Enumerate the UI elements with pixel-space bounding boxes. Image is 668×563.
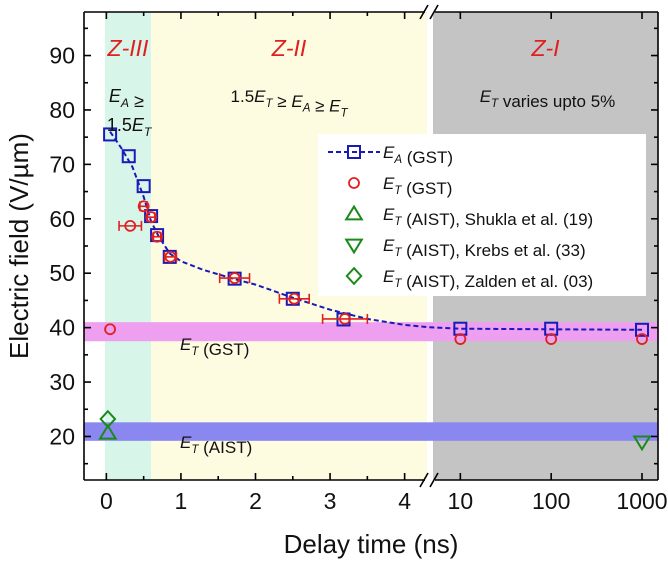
data-point xyxy=(124,219,137,232)
zone-condition-text: 1.5ET xyxy=(107,115,153,139)
legend-entry-label: ET (AIST), Zalden et al. (03) xyxy=(383,267,593,291)
x-axis-label: Delay time (ns) xyxy=(284,529,459,559)
x-tick-label: 0 xyxy=(100,488,113,514)
legend-box xyxy=(318,134,646,296)
band-label: ET (GST) xyxy=(180,335,249,359)
data-point xyxy=(164,250,177,263)
zone-label: Z-II xyxy=(271,35,307,61)
data-point xyxy=(151,230,163,243)
y-tick-label: 20 xyxy=(49,423,75,449)
data-point xyxy=(632,435,652,452)
legend-marker xyxy=(345,266,363,286)
legend-marker xyxy=(344,238,364,255)
data-point xyxy=(99,409,117,429)
band-label: ET (AIST) xyxy=(180,433,252,457)
data-point xyxy=(121,149,136,164)
axis-break-mark xyxy=(429,4,439,20)
zone-condition-text: ET varies upto 5% xyxy=(480,87,616,111)
data-point xyxy=(288,292,301,305)
y-tick-label: 30 xyxy=(49,369,75,395)
data-point xyxy=(339,313,351,325)
data-point xyxy=(545,333,558,345)
y-tick-label: 90 xyxy=(49,43,75,69)
y-tick-label: 60 xyxy=(49,206,75,232)
legend-marker xyxy=(344,204,364,221)
legend-entry-label: ET (AIST), Krebs et al. (33) xyxy=(383,236,586,260)
zone-label: Z-I xyxy=(530,35,560,61)
legend-entry-label: ET (AIST), Shukla et al. (19) xyxy=(383,205,593,229)
y-tick-label: 50 xyxy=(49,260,75,286)
zone-1-background xyxy=(104,12,152,480)
data-point xyxy=(454,333,467,345)
data-point xyxy=(228,272,241,285)
legend-entry-label: EA (GST) xyxy=(383,143,453,167)
x-tick-label: 4 xyxy=(398,488,411,514)
zone-condition-text: 1.5ET ≥ EA ≥ ET xyxy=(231,87,349,119)
data-point xyxy=(103,127,118,142)
x-tick-label: 3 xyxy=(324,488,337,514)
data-point xyxy=(145,211,158,224)
threshold-band xyxy=(84,422,658,441)
data-point xyxy=(104,323,116,336)
data-point xyxy=(636,333,648,345)
threshold-band xyxy=(84,322,658,342)
axis-break-mark xyxy=(429,472,439,488)
y-tick-label: 80 xyxy=(49,97,75,123)
x-tick-label: 1 xyxy=(175,488,188,514)
axis-break-mark xyxy=(419,472,429,488)
legend-marker xyxy=(348,177,360,189)
data-point xyxy=(137,200,150,213)
zone-label: Z-III xyxy=(107,35,149,61)
zone-condition-text: EA ≥ xyxy=(109,86,144,111)
x-tick-label: 100 xyxy=(532,488,570,514)
fit-curve-line xyxy=(109,131,643,331)
x-tick-label: 10 xyxy=(448,488,474,514)
legend-marker xyxy=(347,145,361,159)
x-tick-label: 2 xyxy=(249,488,262,514)
data-point xyxy=(136,179,151,194)
y-tick-label: 40 xyxy=(49,315,75,341)
axis-break-mark xyxy=(419,4,429,20)
x-tick-label: 1000 xyxy=(616,488,667,514)
y-tick-label: 70 xyxy=(49,151,75,177)
legend-entry-label: ET (GST) xyxy=(383,174,452,198)
y-axis-label: Electric field (V/µm) xyxy=(4,133,34,359)
data-point xyxy=(635,322,650,337)
data-point xyxy=(98,423,118,440)
